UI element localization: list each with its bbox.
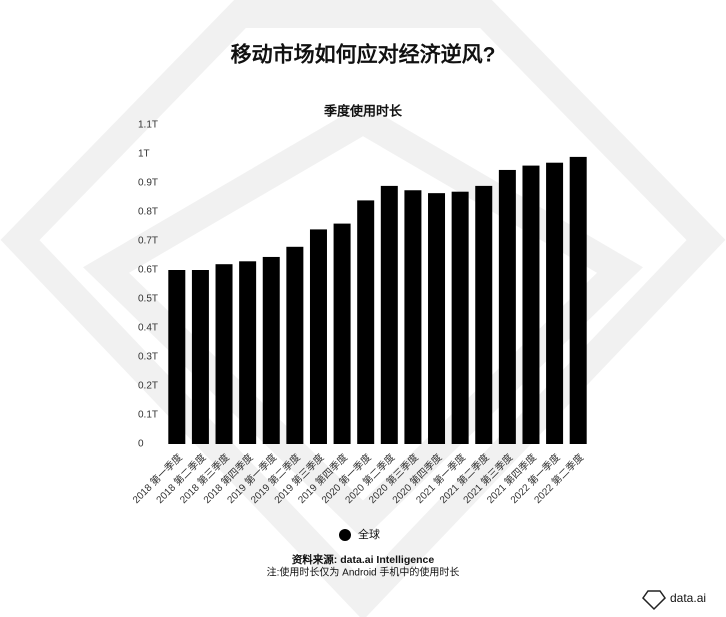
- logo: data.ai: [642, 590, 706, 611]
- note: 注:使用时长仅为 Android 手机中的使用时长: [267, 566, 460, 579]
- y-tick-label: 0.5T: [138, 294, 158, 305]
- bar: [286, 246, 304, 444]
- bar: [309, 229, 327, 444]
- bar: [215, 264, 233, 444]
- y-tick-label: 1T: [138, 149, 150, 160]
- bar: [451, 191, 469, 444]
- y-tick-label: 0.7T: [138, 236, 158, 247]
- brand: data.ai: [670, 591, 706, 605]
- bar: [522, 165, 540, 444]
- y-tick-label: 0: [138, 439, 144, 450]
- y-tick-label: 0.3T: [138, 352, 158, 363]
- chart-title: 移动市场如何应对经济逆风?: [231, 43, 496, 67]
- bar: [404, 190, 422, 444]
- bar: [333, 223, 351, 444]
- bar: [191, 270, 209, 444]
- bar: [569, 156, 587, 444]
- y-tick-label: 1.1T: [138, 120, 158, 131]
- bar: [546, 162, 564, 444]
- y-tick-label: 0.4T: [138, 323, 158, 334]
- y-tick-label: 0.8T: [138, 207, 158, 218]
- bar: [357, 200, 375, 444]
- bar: [239, 261, 257, 444]
- y-tick-label: 0.9T: [138, 178, 158, 189]
- bar: [475, 185, 493, 444]
- chart-subtitle: 季度使用时长: [323, 103, 403, 118]
- bar: [498, 169, 516, 444]
- bar: [168, 270, 186, 444]
- source: 资料来源: data.ai Intelligence: [292, 553, 435, 566]
- y-tick-label: 0.1T: [138, 410, 158, 421]
- legend-swatch: [339, 529, 351, 541]
- y-tick-label: 0.2T: [138, 381, 158, 392]
- legend: 全球: [339, 527, 380, 541]
- y-tick-label: 0.6T: [138, 265, 158, 276]
- legend-label: 全球: [358, 527, 380, 541]
- bar: [380, 185, 398, 444]
- bar: [428, 193, 446, 444]
- bar: [262, 256, 280, 444]
